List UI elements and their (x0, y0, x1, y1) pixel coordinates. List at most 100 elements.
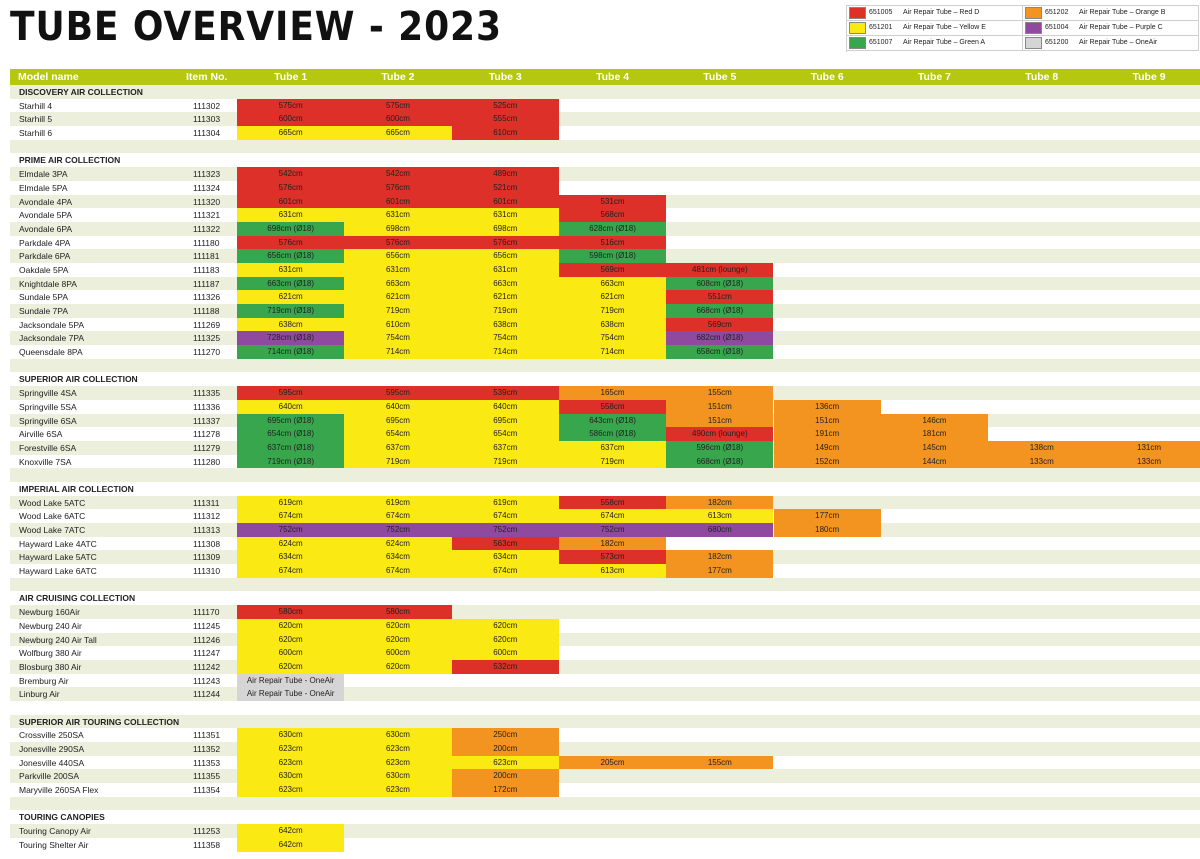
model-name: Avondale 4PA (19, 196, 73, 207)
table-row: Wood Lake 7ATC 111313 752cm 752cm 752cm 752cm… (10, 523, 1200, 537)
table-row: Crossville 250SA 111351 630cm 630cm 250cm (10, 728, 1200, 742)
tube-cell: 754cm (558, 331, 667, 346)
tube-cell: 623cm (451, 755, 559, 770)
item-number: 111336 (193, 401, 221, 412)
model-name: Hayward Lake 5ATC (19, 552, 97, 563)
model-name: Sundale 7PA (19, 306, 68, 316)
tube-cell: 628cm (Ø18) (558, 221, 667, 236)
tube-cell: 634cm (451, 550, 559, 565)
model-name: Wood Lake 5ATC (19, 497, 86, 508)
model-name: Newburg 160Air (19, 607, 80, 618)
tube-cell: 151cm (666, 399, 774, 414)
tube-cell: 631cm (344, 262, 452, 277)
tube-cell: 138cm (988, 440, 1096, 455)
column-header: Tube 1 (274, 71, 308, 83)
item-number: 111246 (193, 634, 221, 645)
item-number: 111183 (193, 264, 220, 275)
tube-cell: 638cm (237, 317, 345, 332)
legend-entry: 651005 Air Repair Tube – Red D (847, 6, 1023, 21)
tube-cell: 714cm (451, 345, 559, 359)
column-header: Tube 8 (1025, 71, 1059, 83)
tube-cell: 569cm (666, 317, 774, 332)
tube-cell: 714cm (344, 345, 452, 359)
tube-cell: 620cm (344, 618, 452, 633)
tube-cell: 489cm (451, 167, 559, 181)
tube-cell: 719cm (Ø18) (237, 454, 345, 469)
item-number: 111352 (193, 744, 221, 754)
tube-cell: 490cm (lounge) (666, 427, 774, 441)
tube-cell: 695cm (451, 413, 559, 428)
tube-overview-table: Model name Item No. Tube 1 Tube 2 Tube 3 Tube… (10, 69, 1200, 852)
tube-cell: Air Repair Tube - OneAir (237, 687, 345, 701)
tube-cell: 623cm (344, 783, 452, 797)
tube-cell: 182cm (666, 550, 774, 565)
item-number: 111269 (193, 319, 221, 330)
section-title: SUPERIOR AIR COLLECTION (19, 374, 138, 385)
tube-cell: 637cm (Ø18) (237, 440, 345, 455)
table-row: Jacksondale 7PA 111325 728cm (Ø18) 754cm 754… (10, 331, 1200, 346)
item-number: 111313 (193, 525, 221, 535)
section-row: IMPERIAL AIR COLLECTION (10, 482, 1200, 496)
tube-cell: 631cm (237, 262, 345, 277)
table-row: Starhill 4 111302 575cm 575cm 525cm (10, 98, 1200, 113)
tube-cell: 631cm (451, 262, 559, 277)
tube-cell: 200cm (451, 742, 559, 756)
item-number: 111180 (193, 237, 220, 248)
table-row: Avondale 6PA 111322 698cm (Ø18) 698cm 698cm 6… (10, 221, 1200, 236)
tube-cell: 621cm (237, 290, 345, 304)
tube-cell: 668cm (Ø18) (666, 454, 774, 469)
table-row: Parkville 200SA 111355 630cm 630cm 200cm (10, 769, 1200, 784)
tube-cell: 752cm (344, 523, 452, 537)
tube-cell: 555cm (451, 112, 559, 127)
tube-cell: 191cm (773, 427, 881, 441)
item-number: 111280 (193, 456, 221, 467)
legend-code: 651007 (869, 39, 893, 46)
tube-cell: 674cm (344, 509, 452, 523)
tube-cell: 620cm (237, 659, 345, 674)
item-number: 111337 (193, 415, 221, 426)
section-title: TOURING CANOPIES (19, 812, 105, 823)
tube-cell: 601cm (451, 194, 559, 209)
tube-cell: 630cm (237, 728, 345, 742)
model-name: Newburg 240 Air (19, 620, 82, 631)
table-row: Jonesville 440SA 111353 623cm 623cm 623cm 205… (10, 755, 1200, 770)
tube-cell: 177cm (773, 509, 881, 523)
item-number: 111302 (193, 100, 221, 111)
model-name: Queensdale 8PA (19, 347, 83, 358)
table-row: Forestville 6SA 111279 637cm (Ø18) 637cm 637… (10, 440, 1200, 455)
tube-cell: 586cm (Ø18) (558, 427, 667, 441)
tube-cell: 754cm (344, 331, 452, 346)
tube-cell: 752cm (237, 523, 345, 537)
model-name: Maryville 260SA Flex (19, 785, 99, 796)
model-name: Oakdale 5PA (19, 264, 69, 275)
color-swatch-icon (849, 7, 866, 19)
item-number: 111188 (193, 306, 220, 316)
table-row: Bremburg Air 111243 Air Repair Tube - OneA… (10, 673, 1200, 688)
column-header: Tube 3 (488, 71, 522, 83)
tube-cell: 638cm (451, 317, 559, 332)
tube-cell: 620cm (237, 632, 345, 647)
tube-cell: 638cm (558, 317, 667, 332)
tube-cell: 698cm (451, 221, 559, 236)
section-row: TOURING CANOPIES (10, 810, 1200, 824)
model-name: Crossville 250SA (19, 730, 84, 741)
tube-cell: 714cm (558, 345, 667, 359)
tube-cell: 630cm (237, 769, 345, 784)
legend-entry: 651202 Air Repair Tube – Orange B (1023, 6, 1199, 21)
table-row: Starhill 5 111303 600cm 600cm 555cm (10, 112, 1200, 127)
tube-cell: 595cm (237, 386, 345, 400)
legend-entry: 651200 Air Repair Tube – OneAir (1023, 36, 1199, 51)
tube-cell: 563cm (451, 536, 559, 551)
tube-cell: 642cm (237, 824, 345, 838)
tube-cell: 643cm (Ø18) (558, 413, 667, 428)
tube-cell: 600cm (344, 112, 452, 127)
table-row: Wood Lake 5ATC 111311 619cm 619cm 619cm 558cm… (10, 495, 1200, 510)
section-title: AIR CRUISING COLLECTION (19, 593, 136, 604)
tube-cell: 637cm (558, 440, 667, 455)
tube-cell: 642cm (237, 837, 345, 852)
table-row: Starhill 6 111304 665cm 665cm 610cm (10, 126, 1200, 140)
tube-cell: 674cm (451, 564, 559, 578)
model-name: Knoxville 7SA (19, 456, 72, 467)
tube-cell: 674cm (451, 509, 559, 523)
table-row: Avondale 5PA 111321 631cm 631cm 631cm 568cm (10, 208, 1200, 222)
